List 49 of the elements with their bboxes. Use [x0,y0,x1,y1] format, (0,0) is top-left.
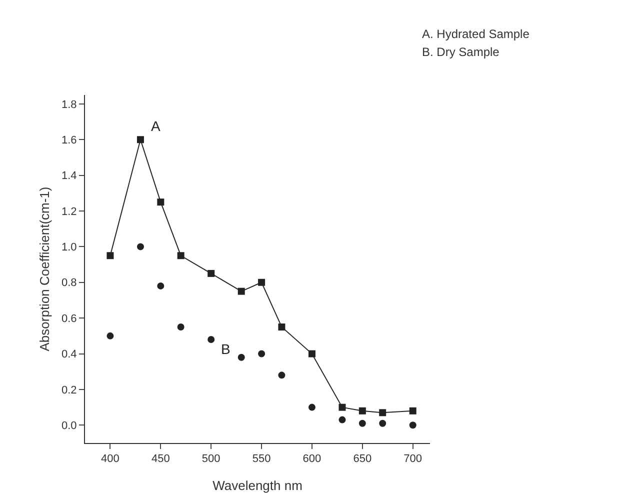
y-tick-label: 1.8 [62,98,77,111]
point [258,278,266,286]
text: A. Hydrated Sample [422,27,530,41]
y-tick-label: 1.2 [62,206,77,218]
point [308,404,316,411]
point [278,372,286,379]
point [136,136,144,144]
point [338,416,346,424]
point [238,354,245,361]
y-tick-label: 0.0 [62,420,77,432]
point [177,324,184,330]
point [409,422,416,429]
y-tick-label: 1.6 [62,134,77,146]
y-axis-title: Absorption Coefficient(cm-1) [37,186,52,352]
point [157,198,164,206]
point [308,350,316,358]
x-axis-title: Wavelength nm [212,478,302,493]
x-tick-label: 700 [404,453,422,466]
point [106,252,114,260]
point [278,324,286,330]
series-label: A [151,118,161,134]
point [177,252,184,260]
x-tick-label: 450 [151,453,170,466]
y-tick-label: 0.8 [62,277,77,290]
x-tick-label: 500 [202,453,220,466]
y-tick-label: 1.0 [62,242,77,254]
point [157,282,164,290]
y-tick-label: 1.4 [62,170,77,182]
point [106,332,114,340]
point [379,420,386,427]
series-label: B [221,341,230,357]
point [208,336,215,343]
point [258,350,266,358]
point [409,407,416,414]
y-tick-label: 0.4 [62,348,77,361]
point [358,407,366,414]
y-tick-label: 0.6 [62,312,77,325]
point [238,288,245,295]
x-tick-label: 550 [252,453,271,466]
x-tick-label: 650 [353,453,372,466]
x-tick-label: 600 [302,453,322,466]
point [208,270,215,277]
point [338,404,346,411]
y-tick-label: 0.2 [62,384,77,396]
point [136,243,144,250]
point [358,420,366,427]
x-tick-label: 400 [101,453,120,466]
text: B. Dry Sample [422,45,500,59]
point [379,409,386,416]
